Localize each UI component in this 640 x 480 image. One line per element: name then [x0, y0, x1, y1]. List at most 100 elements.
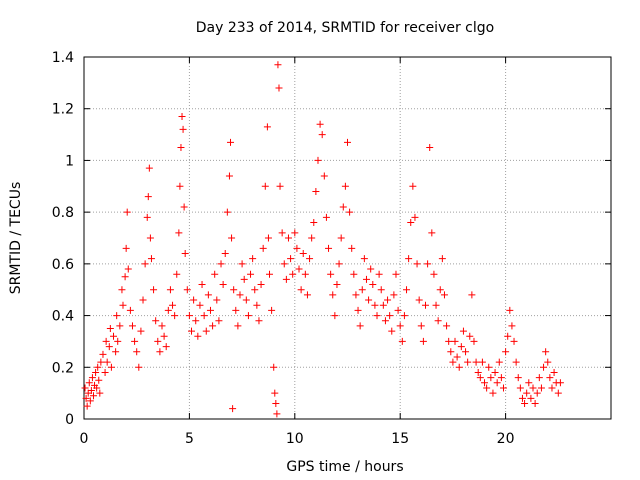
data-point [150, 286, 158, 294]
data-point [384, 296, 392, 304]
data-point [128, 322, 136, 330]
data-point [236, 291, 244, 299]
data-point [550, 368, 558, 376]
data-point [554, 389, 562, 397]
data-point [546, 374, 554, 382]
x-tick-label: 20 [497, 431, 515, 447]
data-point [190, 296, 198, 304]
data-point [493, 379, 501, 387]
data-point [274, 61, 282, 69]
data-point [303, 291, 311, 299]
data-point [413, 260, 421, 268]
data-point [432, 301, 440, 309]
data-point [388, 327, 396, 335]
data-point [419, 337, 427, 345]
data-point [144, 193, 152, 201]
data-point [379, 301, 387, 309]
data-point [312, 187, 320, 195]
data-point [537, 384, 545, 392]
data-point [521, 399, 529, 407]
data-point [92, 368, 100, 376]
data-point [335, 260, 343, 268]
data-point [251, 286, 259, 294]
data-point [96, 389, 104, 397]
data-point [424, 260, 432, 268]
data-point [499, 384, 507, 392]
data-point [118, 286, 126, 294]
data-point [344, 138, 351, 146]
data-point [411, 213, 419, 221]
data-point [556, 379, 564, 387]
data-point [192, 317, 200, 325]
data-point [232, 306, 240, 314]
data-point [352, 291, 360, 299]
data-point [346, 208, 354, 216]
data-point [445, 337, 453, 345]
data-point [154, 337, 162, 345]
data-point [398, 337, 406, 345]
data-point [85, 379, 93, 387]
data-point [176, 182, 184, 190]
x-tick-label: 15 [391, 431, 409, 447]
data-point [230, 286, 238, 294]
data-point [325, 244, 333, 252]
data-point [284, 234, 292, 242]
data-points [81, 61, 564, 418]
data-point [514, 374, 522, 382]
data-point [217, 260, 225, 268]
data-point [273, 410, 281, 418]
data-point [175, 229, 183, 237]
data-point [225, 172, 233, 180]
data-point [535, 374, 543, 382]
data-point [381, 317, 389, 325]
data-point [447, 348, 455, 356]
data-point [178, 112, 186, 120]
data-point [99, 350, 107, 358]
data-point [227, 138, 235, 146]
data-point [320, 172, 328, 180]
data-point [169, 301, 177, 309]
data-point [487, 374, 495, 382]
data-point [464, 358, 472, 366]
data-point [141, 260, 149, 268]
data-point [293, 244, 301, 252]
data-point [512, 358, 520, 366]
data-point [124, 265, 132, 273]
data-point [508, 322, 516, 330]
data-point [181, 250, 189, 258]
data-point [455, 363, 463, 371]
data-point [362, 275, 370, 283]
data-point [86, 397, 94, 405]
data-point [407, 218, 415, 226]
data-point [137, 327, 145, 335]
data-point [297, 286, 305, 294]
data-point [506, 306, 514, 314]
data-point [202, 327, 210, 335]
data-point [160, 332, 168, 340]
data-point [369, 281, 377, 289]
data-point [198, 281, 206, 289]
data-point [152, 317, 160, 325]
data-point [113, 312, 121, 320]
data-point [548, 384, 556, 392]
data-point [428, 229, 436, 237]
data-point [333, 281, 341, 289]
y-tick-label: 0.4 [52, 309, 74, 325]
data-point [443, 322, 451, 330]
data-point [280, 260, 288, 268]
data-point [114, 337, 122, 345]
data-point [375, 270, 383, 278]
data-point [318, 131, 326, 139]
data-point [306, 255, 314, 263]
data-point [158, 322, 166, 330]
data-point [221, 250, 229, 258]
data-point [196, 301, 204, 309]
data-point [287, 255, 295, 263]
data-point [436, 286, 444, 294]
data-point [213, 296, 221, 304]
data-point [451, 337, 459, 345]
data-point [504, 332, 512, 340]
data-point [497, 374, 505, 382]
data-point [457, 343, 465, 351]
